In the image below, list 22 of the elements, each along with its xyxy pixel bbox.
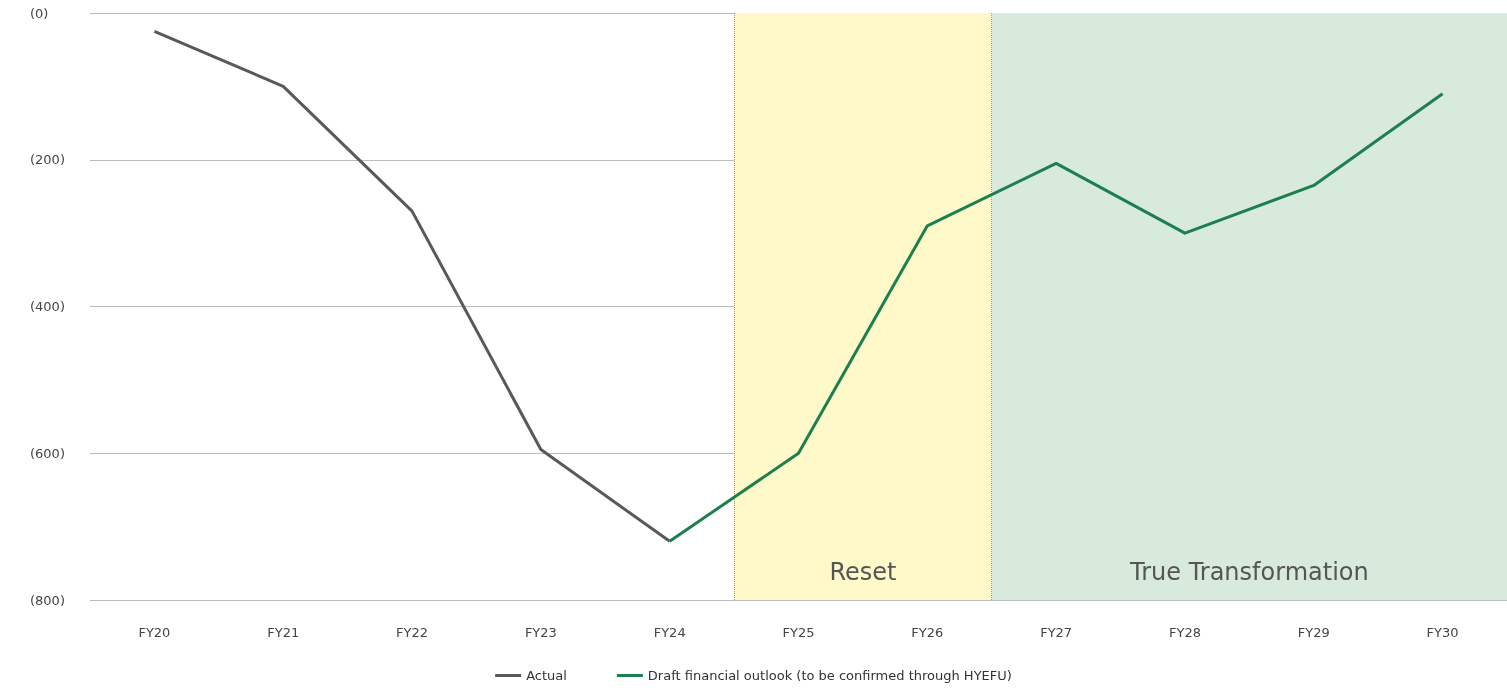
legend-label: Draft financial outlook (to be confirmed through HYEFU): [647, 668, 1012, 683]
x-tick-label: FY27: [1040, 625, 1073, 640]
y-tick-label: (200): [30, 152, 65, 168]
x-tick-label: FY24: [653, 625, 686, 640]
y-tick-label: (800): [30, 592, 65, 608]
line-series: [668, 92, 1445, 543]
x-tick-label: FY29: [1297, 625, 1330, 640]
line-series: [152, 29, 672, 543]
x-tick-label: FY26: [911, 625, 944, 640]
y-tick-label: (0): [30, 5, 49, 21]
x-tick-label: FY20: [138, 625, 171, 640]
x-tick-label: FY25: [782, 625, 815, 640]
legend-label: Actual: [526, 668, 567, 683]
y-tick-label: (400): [30, 299, 65, 314]
x-tick-label: FY28: [1168, 625, 1201, 640]
x-tick-label: FY23: [524, 625, 557, 640]
x-tick-label: FY21: [267, 625, 300, 640]
band-label: True Transformation: [1129, 558, 1369, 586]
y-tick-label: (600): [30, 445, 65, 461]
x-tick-label: FY30: [1426, 625, 1459, 640]
band-label: Reset: [829, 558, 897, 586]
x-tick-label: FY22: [396, 625, 429, 640]
